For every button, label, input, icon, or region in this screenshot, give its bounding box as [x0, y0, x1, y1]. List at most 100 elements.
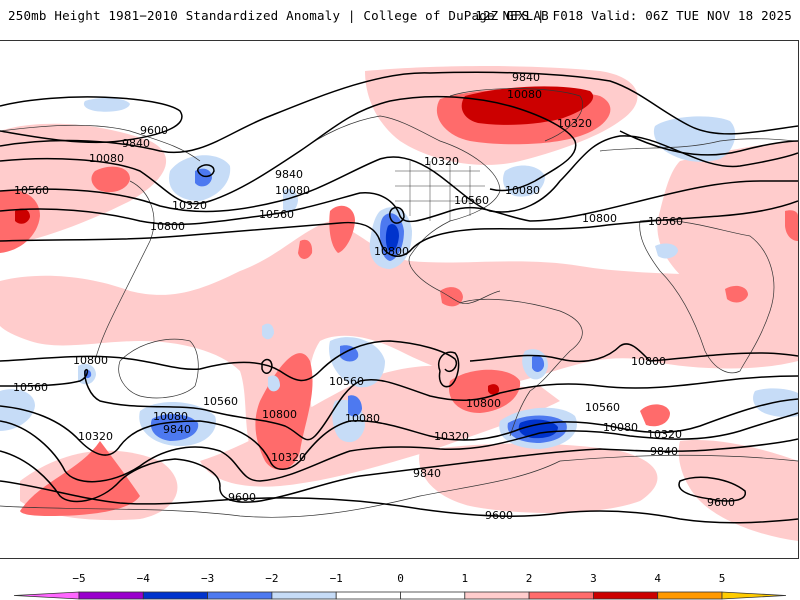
- contour-label: 10800: [73, 354, 108, 367]
- anomaly-neg1-pacific-2: [268, 375, 280, 392]
- coastline-asia-east: [94, 180, 155, 362]
- contour-label: 10560: [648, 215, 683, 228]
- contour-label: 9840: [122, 137, 150, 150]
- anomaly-pos2-mongolia: [91, 166, 130, 193]
- colorbar-tick-label: 1: [461, 572, 469, 585]
- coastline-eurasia: [0, 124, 798, 162]
- anomaly-pos1-south-atlantic: [678, 440, 798, 541]
- anomaly-pos3-south-america: [488, 384, 500, 395]
- contour-south-pacific-closed: [261, 358, 273, 374]
- anomaly-neg1-indian-ocean-w: [0, 389, 35, 431]
- anomaly-neg3-baja-core: [385, 224, 399, 252]
- contour-label: 10800: [150, 220, 185, 233]
- contour-label: 9840: [650, 445, 678, 458]
- colorbar-tick-label: 2: [525, 572, 533, 585]
- anomaly-pos3-greenland-core: [461, 86, 594, 125]
- contour-label: 10560: [14, 184, 49, 197]
- contour-label: 10080: [345, 412, 380, 425]
- contour-9600-nh: [0, 96, 183, 144]
- anomaly-pos2-east-pacific: [329, 205, 355, 253]
- anomaly-neg2-south-pacific-2: [348, 395, 362, 417]
- contour-label: 10800: [582, 212, 617, 225]
- contour-south-america-loop: [438, 351, 460, 388]
- colorbar-bin-above-max: [721, 591, 787, 600]
- contour-label: 10560: [203, 395, 238, 408]
- contour-label: 10560: [585, 401, 620, 414]
- contour-label: 10560: [13, 381, 48, 394]
- anomaly-fill-layer: [0, 66, 798, 541]
- contour-label: 9600: [485, 509, 513, 522]
- contour-10080-sh: [0, 412, 798, 483]
- contour-kamchatka-closed: [197, 164, 215, 178]
- colorbar-tick-label: −1: [329, 572, 343, 585]
- contour-label: 9840: [413, 467, 441, 480]
- colorbar-bin: [464, 591, 530, 600]
- coastline-us-grid: [395, 161, 485, 221]
- contour-label-layer: 9840 10080 10320 9600 9840 10080 10560 1…: [13, 71, 735, 522]
- colorbar-tick-label: 0: [397, 572, 404, 585]
- contour-10560-sh: [0, 369, 798, 441]
- contour-label: 10080: [505, 184, 540, 197]
- colorbar-bin: [142, 591, 209, 600]
- contour-label: 9840: [512, 71, 540, 84]
- colorbar-tick-label: 4: [654, 572, 661, 585]
- anomaly-pos2-africa: [725, 285, 748, 303]
- coastline-australia: [118, 338, 199, 399]
- coastline-africa: [639, 219, 775, 374]
- anomaly-neg1-scandinavia: [653, 116, 736, 162]
- contour-label: 10320: [271, 451, 306, 464]
- anomaly-colorbar: −5 −4 −3 −2 −1 0 1 2 3 4 5: [0, 572, 800, 600]
- map-panel: 9840 10080 10320 9600 9840 10080 10560 1…: [0, 40, 799, 559]
- colorbar-bin: [400, 591, 466, 600]
- anomaly-pos1-asia: [0, 123, 167, 246]
- colorbar-tick-label: 5: [718, 572, 726, 585]
- contour-label: 10320: [424, 155, 459, 168]
- anomaly-neg1-iberia: [655, 243, 678, 259]
- anomaly-pos2-south-indian: [20, 441, 140, 516]
- anomaly-neg2-south-pacific: [340, 345, 359, 362]
- colorbar-bin: [657, 591, 723, 600]
- contour-baja-closed: [389, 206, 405, 224]
- height-contour-layer: [0, 71, 798, 524]
- contour-label: 10560: [259, 208, 294, 221]
- contour-10320-nh: [0, 135, 798, 213]
- coastline-layer: [0, 88, 798, 518]
- colorbar-swatches: [13, 591, 787, 600]
- anomaly-pos2-southwest-pacific: [255, 353, 313, 470]
- colorbar-bin: [528, 591, 594, 600]
- colorbar-bin-below-min: [13, 591, 80, 600]
- map-title: 250mb Height 1981−2010 Standardized Anom…: [8, 8, 549, 23]
- anomaly-neg2-brazil: [532, 355, 545, 372]
- contour-label: 10080: [603, 421, 638, 434]
- contour-label: 10320: [557, 117, 592, 130]
- contour-label: 9600: [140, 124, 168, 137]
- contour-label: 10080: [153, 410, 188, 423]
- contour-label: 10800: [466, 397, 501, 410]
- anomaly-pos2-central-pacific: [298, 239, 313, 259]
- contour-label: 10080: [507, 88, 542, 101]
- anomaly-pos3-china: [15, 208, 30, 224]
- contour-label: 10320: [434, 430, 469, 443]
- contour-label: 10560: [454, 194, 489, 207]
- contour-10560-nh: [0, 180, 798, 226]
- colorbar-tick-label: −5: [72, 572, 86, 585]
- colorbar-tick-label: 3: [590, 572, 597, 585]
- colorbar-bin: [271, 591, 337, 600]
- contour-label: 10800: [374, 245, 409, 258]
- anomaly-neg1-siberia: [83, 97, 130, 112]
- coastline-south-america: [459, 298, 583, 437]
- contour-label: 10800: [262, 408, 297, 421]
- contour-label: 10320: [647, 428, 682, 441]
- anomaly-pos2-south-atlantic: [640, 404, 670, 427]
- model-run-valid-time: 12Z GFS | F018 Valid: 06Z TUE NOV 18 202…: [475, 8, 792, 23]
- contour-10080-nh: [0, 95, 798, 205]
- colorbar-tick-label: −3: [200, 572, 215, 585]
- anomaly-neg3-drake-core: [518, 419, 558, 439]
- contour-label: 9600: [228, 491, 256, 504]
- colorbar-tick-label: −2: [265, 572, 279, 585]
- anomaly-map: 9840 10080 10320 9600 9840 10080 10560 1…: [0, 66, 798, 541]
- coastline-north-america: [299, 115, 501, 305]
- contour-label: 10080: [275, 184, 310, 197]
- anomaly-pos1-tropical-band: [0, 221, 798, 480]
- contour-label: 10320: [78, 430, 113, 443]
